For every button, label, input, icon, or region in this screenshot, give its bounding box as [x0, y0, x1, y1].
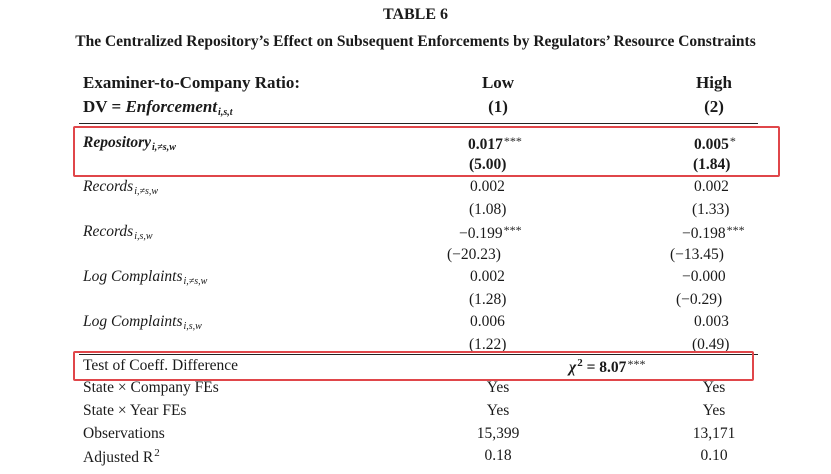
row-logcomplaints-own-coef-2: 0.003 — [694, 313, 729, 330]
row-logcomplaints-other-se-2: (−0.29) — [676, 291, 723, 308]
footer-observations-label: Observations — [83, 425, 165, 442]
row-logcomplaints-other-se-1: (1.28) — [469, 291, 507, 308]
row-sub: i,≠s,w — [152, 142, 176, 153]
footer-observations-2: 13,171 — [692, 425, 736, 442]
footer-state-company-2: Yes — [702, 379, 726, 396]
coef-test-value: χ2 = 8.07*** — [569, 357, 646, 376]
highlight-box-coef-test — [73, 351, 754, 381]
col-1-name: Low — [481, 73, 515, 92]
header-dv-label: DV = Enforcementi,s,t — [83, 97, 233, 118]
dv-variable: Enforcement — [125, 97, 218, 116]
highlight-box-repository — [73, 126, 780, 177]
dv-subscript: i,s,t — [218, 107, 233, 118]
row-var: Repository — [83, 134, 152, 151]
footer-state-company-label: State × Company FEs — [83, 379, 219, 396]
row-logcomplaints-own-se-1: (1.22) — [469, 336, 507, 353]
row-records-other-label: Recordsi,≠s,w — [83, 178, 159, 197]
row-repository-se-1: (5.00) — [469, 156, 507, 173]
row-logcomplaints-other-coef-2: −0.000 — [682, 268, 726, 285]
col-2-number: (2) — [704, 97, 724, 116]
header-ratio-label: Examiner-to-Company Ratio: — [83, 73, 301, 92]
row-repository-label: Repositoryi,≠s,w — [83, 134, 176, 153]
row-logcomplaints-other-label: Log Complaintsi,≠s,w — [83, 268, 208, 287]
footer-state-year-2: Yes — [702, 402, 726, 419]
table-caption: The Centralized Repository’s Effect on S… — [75, 33, 756, 50]
row-logcomplaints-other-coef-1: 0.002 — [470, 268, 505, 285]
row-repository-coef-2: 0.005* — [694, 134, 736, 153]
footer-state-year-label: State × Year FEs — [83, 402, 187, 419]
row-records-other-se-1: (1.08) — [469, 201, 507, 218]
row-repository-coef-1: 0.017*** — [468, 134, 522, 153]
row-records-own-se-1: (−20.23) — [447, 246, 501, 263]
col-1-number: (1) — [488, 97, 508, 116]
row-records-other-coef-2: 0.002 — [694, 178, 729, 195]
header-rule — [79, 123, 758, 124]
row-repository-se-2: (1.84) — [693, 156, 731, 173]
footer-adjr2-1: 0.18 — [484, 447, 512, 464]
row-records-other-coef-1: 0.002 — [470, 178, 505, 195]
dv-prefix: DV = — [83, 97, 126, 116]
row-logcomplaints-own-se-2: (0.49) — [692, 336, 730, 353]
row-logcomplaints-own-label: Log Complaintsi,s,w — [83, 313, 202, 332]
footer-state-year-1: Yes — [486, 402, 510, 419]
footer-adjr2-label: Adjusted R2 — [83, 447, 160, 466]
footer-observations-1: 15,399 — [476, 425, 520, 442]
col-2-name: High — [696, 73, 732, 92]
row-records-other-se-2: (1.33) — [692, 201, 730, 218]
row-records-own-coef-1: −0.199*** — [459, 223, 522, 242]
row-logcomplaints-own-coef-1: 0.006 — [470, 313, 505, 330]
footer-state-company-1: Yes — [486, 379, 510, 396]
table-label: TABLE 6 — [382, 6, 449, 23]
row-records-own-label: Recordsi,s,w — [83, 223, 153, 242]
row-records-own-coef-2: −0.198*** — [682, 223, 745, 242]
body-rule — [79, 354, 758, 355]
coef-test-label: Test of Coeff. Difference — [83, 357, 238, 374]
row-records-own-se-2: (−13.45) — [670, 246, 724, 263]
footer-adjr2-2: 0.10 — [700, 447, 728, 464]
